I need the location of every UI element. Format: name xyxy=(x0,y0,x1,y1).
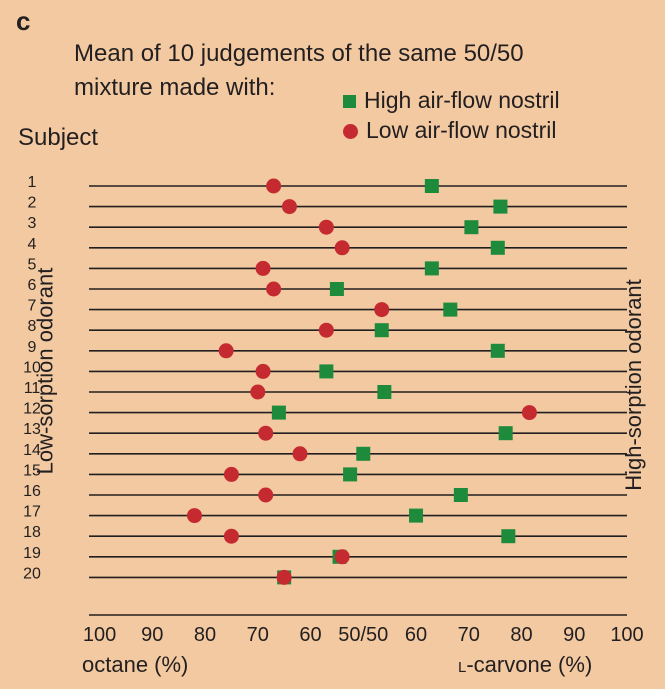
low-airflow-marker xyxy=(318,219,334,235)
subject-number-label: 16 xyxy=(23,483,41,500)
low-airflow-marker xyxy=(258,487,274,503)
subject-number-label: 5 xyxy=(28,256,37,273)
panel-label: c xyxy=(16,6,31,36)
x-tick-label: 70 xyxy=(458,624,480,646)
low-airflow-marker xyxy=(255,260,271,276)
low-airflow-marker xyxy=(266,281,282,297)
chart-title-line1: Mean of 10 judgements of the same 50/50 xyxy=(74,40,524,67)
legend-square-marker xyxy=(343,95,356,109)
high-airflow-marker xyxy=(329,282,344,296)
legend-label-low: Low air-flow nostril xyxy=(366,117,557,143)
x-axis-label-right-rest: -carvone (%) xyxy=(466,652,593,677)
subject-heading: Subject xyxy=(18,124,99,151)
low-airflow-marker xyxy=(250,384,266,400)
high-airflow-marker xyxy=(498,426,513,441)
low-airflow-marker xyxy=(258,425,274,441)
subject-number-label: 14 xyxy=(23,442,41,459)
high-airflow-marker xyxy=(443,302,458,317)
subject-number-label: 17 xyxy=(23,504,41,521)
x-tick-label: 100 xyxy=(610,624,643,646)
subject-number-label: 11 xyxy=(24,380,41,397)
high-airflow-marker xyxy=(424,261,439,276)
x-tick-label: 50/50 xyxy=(338,624,388,646)
x-tick-label: 60 xyxy=(405,624,427,646)
x-tick-label: 90 xyxy=(141,624,163,646)
high-airflow-marker xyxy=(271,405,286,420)
low-airflow-marker xyxy=(223,528,239,544)
x-axis-label-right-prefix: L xyxy=(458,659,467,676)
x-tick-label: 80 xyxy=(194,624,216,646)
low-airflow-marker xyxy=(223,466,239,482)
subject-number-label: 8 xyxy=(28,318,37,335)
chart-title-line2: mixture made with: xyxy=(74,74,276,101)
high-airflow-marker xyxy=(409,508,424,523)
x-tick-label: 90 xyxy=(563,624,585,646)
subject-number-label: 4 xyxy=(28,236,37,253)
low-airflow-marker xyxy=(521,405,537,421)
high-airflow-marker xyxy=(501,529,516,544)
subject-number-label: 13 xyxy=(23,421,41,438)
subject-number-label: 3 xyxy=(28,215,37,232)
subject-number-label: 10 xyxy=(23,359,41,376)
legend-label-high: High air-flow nostril xyxy=(364,87,560,113)
high-airflow-marker xyxy=(319,364,334,379)
high-airflow-marker xyxy=(356,446,371,461)
subject-number-label: 19 xyxy=(23,545,41,562)
x-tick-label: 100 xyxy=(83,624,116,646)
subject-number-label: 15 xyxy=(23,462,41,479)
high-airflow-marker xyxy=(374,323,389,338)
low-airflow-marker xyxy=(374,302,390,318)
high-airflow-marker xyxy=(424,179,439,193)
subject-number-label: 9 xyxy=(28,339,37,356)
subject-number-label: 1 xyxy=(28,174,37,191)
high-airflow-marker xyxy=(464,220,479,235)
low-airflow-marker xyxy=(255,363,271,379)
legend-circle-marker xyxy=(343,124,358,140)
high-airflow-marker xyxy=(493,199,508,214)
x-axis-label-left: octane (%) xyxy=(82,652,189,677)
x-tick-label: 80 xyxy=(510,624,532,646)
low-airflow-marker xyxy=(334,549,350,565)
subject-number-label: 2 xyxy=(28,195,37,212)
low-airflow-marker xyxy=(186,508,202,524)
high-airflow-marker xyxy=(343,467,358,482)
high-airflow-marker xyxy=(490,343,505,358)
subject-number-label: 7 xyxy=(28,298,37,315)
low-airflow-marker xyxy=(281,199,297,215)
legend-entry-high: High air-flow nostril xyxy=(343,87,560,114)
subject-number-label: 20 xyxy=(23,565,41,582)
high-airflow-marker xyxy=(377,385,392,399)
x-tick-label: 70 xyxy=(247,624,269,646)
x-tick-label: 60 xyxy=(299,624,321,646)
low-airflow-marker xyxy=(266,178,282,194)
subject-number-label: 12 xyxy=(23,401,41,418)
legend-entry-low: Low air-flow nostril xyxy=(343,117,556,144)
low-airflow-marker xyxy=(292,446,308,462)
x-axis-label-right: L-carvone (%) xyxy=(458,652,592,678)
high-airflow-marker xyxy=(453,488,468,502)
low-airflow-marker xyxy=(218,343,234,359)
low-airflow-marker xyxy=(276,569,292,585)
low-airflow-marker xyxy=(318,322,334,338)
subject-number-label: 6 xyxy=(28,277,37,294)
low-airflow-marker xyxy=(334,240,350,256)
high-airflow-marker xyxy=(490,240,505,255)
subject-number-label: 18 xyxy=(23,524,41,541)
